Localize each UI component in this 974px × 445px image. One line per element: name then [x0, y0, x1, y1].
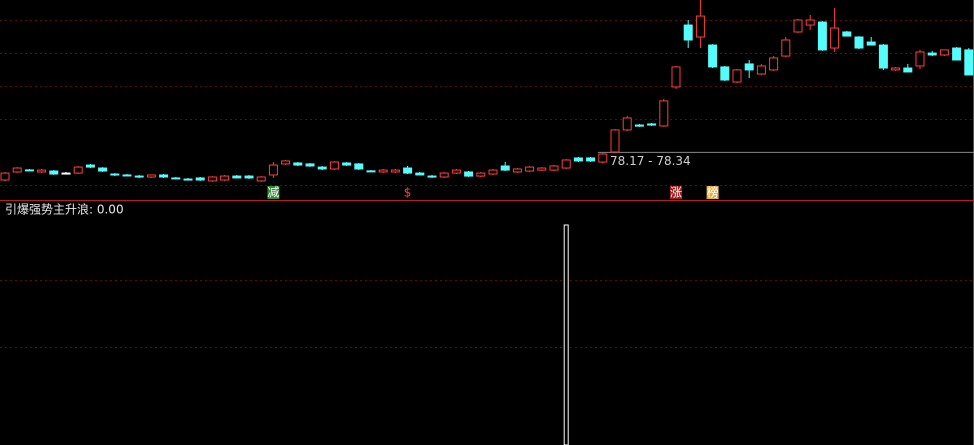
candle-body: [24, 169, 34, 172]
candle-body: [549, 165, 559, 171]
signal-box: [706, 186, 719, 199]
candle-body: [695, 15, 705, 38]
indicator-bar: [563, 224, 569, 445]
candle-body: [720, 66, 730, 81]
signal-label: 减: [267, 186, 279, 200]
candle-body: [183, 178, 193, 181]
candle-body: [427, 175, 437, 178]
candle-body: [281, 160, 291, 165]
candle-body: [659, 100, 669, 127]
candle-body: [268, 164, 278, 176]
candle-body: [354, 163, 364, 170]
signal-label: 榜: [707, 185, 719, 200]
candle-body: [952, 47, 962, 61]
candle-body: [598, 153, 608, 163]
candle-body: [0, 172, 10, 181]
candle-body: [329, 161, 339, 170]
candle-body: [256, 176, 266, 182]
candle-body: [439, 172, 449, 178]
signal-box: [267, 186, 280, 199]
candle-body: [220, 175, 230, 181]
candle-body: [537, 167, 547, 171]
candle-body: [781, 39, 791, 57]
candle-body: [634, 124, 644, 127]
reference-label: 78.17 - 78.34: [610, 154, 691, 168]
candle-body: [610, 129, 620, 153]
candle-body: [817, 21, 827, 51]
candle-body: [915, 51, 925, 67]
candle-body: [146, 174, 156, 178]
candle-body: [683, 24, 693, 41]
candle-body: [232, 175, 242, 179]
candle-body: [964, 49, 974, 76]
candle-body: [403, 167, 413, 174]
candle-body: [171, 177, 181, 180]
signal-label: 涨: [670, 185, 682, 200]
candle-body: [122, 174, 132, 177]
candle-body: [49, 170, 59, 175]
candle-body: [98, 167, 108, 172]
candle-body: [500, 165, 510, 171]
candle-body: [744, 63, 754, 71]
candle-body: [207, 176, 217, 182]
signal-box: [670, 186, 682, 199]
candle-body: [671, 66, 681, 88]
candle-body: [366, 170, 376, 173]
candle-body: [525, 166, 535, 172]
candle-body: [732, 69, 742, 83]
candle-body: [415, 172, 425, 176]
candle-body: [451, 169, 461, 174]
candle-body: [12, 167, 22, 173]
candle-body: [85, 164, 95, 168]
candle-body: [37, 169, 47, 173]
candle-body: [878, 44, 888, 69]
candle-body: [647, 123, 657, 126]
candle-body: [561, 159, 571, 169]
candle-body: [805, 19, 815, 26]
candle-body: [134, 175, 144, 178]
candle-body: [73, 166, 83, 174]
candle-body: [512, 168, 522, 173]
candle-body: [488, 169, 498, 175]
candle-body: [586, 157, 596, 162]
candle-body: [769, 57, 779, 71]
candle-body: [927, 52, 937, 56]
candle-body: [866, 41, 876, 46]
candle-body: [244, 175, 254, 179]
candle-body: [939, 49, 949, 56]
signal-label: $: [404, 186, 412, 200]
candle-body: [195, 177, 205, 181]
candle-body: [854, 36, 864, 49]
candle-body: [61, 172, 71, 175]
indicator-title: 引爆强势主升浪: 0.00: [5, 202, 124, 217]
candle-body: [622, 117, 632, 131]
candle-body: [756, 65, 766, 75]
candle-body: [573, 157, 583, 162]
candle-body: [842, 31, 852, 37]
candle-body: [793, 19, 803, 33]
candle-body: [159, 174, 169, 178]
candle-body: [390, 169, 400, 173]
candle-body: [708, 44, 718, 68]
candle-body: [110, 173, 120, 176]
candle-body: [317, 166, 327, 170]
candle-body: [830, 27, 840, 49]
candle-body: [342, 162, 352, 166]
candle-body: [378, 169, 388, 173]
candle-body: [464, 171, 474, 177]
candle-body: [305, 163, 315, 167]
candle-body: [476, 172, 486, 177]
candle-body: [293, 162, 303, 166]
candle-body: [903, 67, 913, 73]
candle-body: [891, 67, 901, 71]
